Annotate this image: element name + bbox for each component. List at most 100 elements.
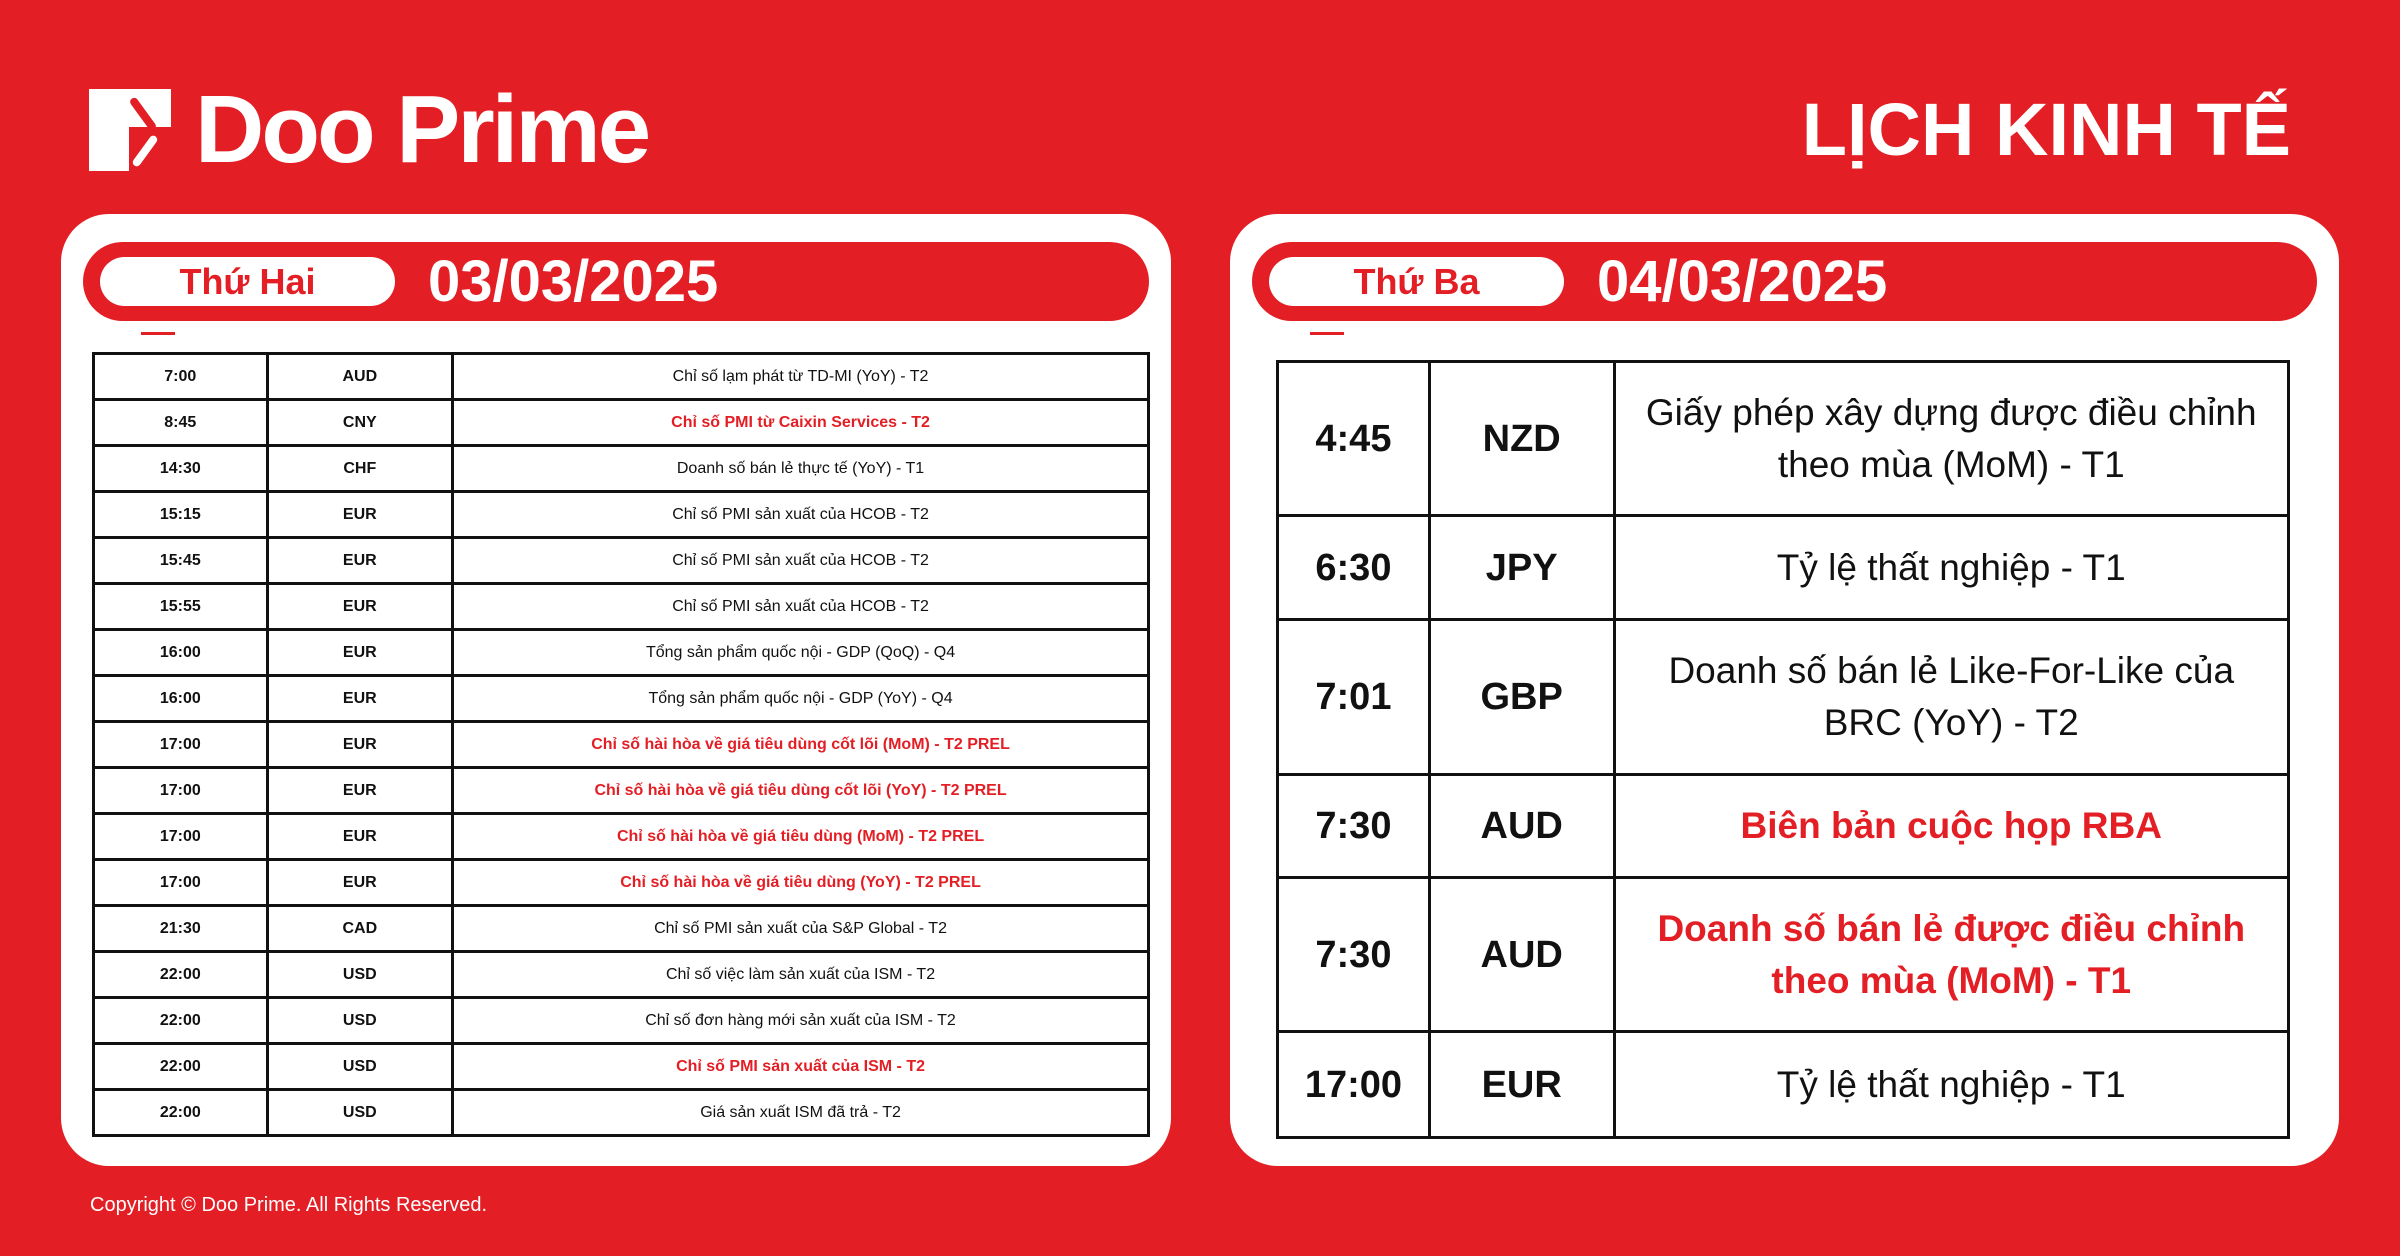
event-name: Chỉ số PMI từ Caixin Services - T2 — [451, 398, 1150, 447]
event-name: Doanh số bán lẻ Like-For-Like của BRC (Y… — [1612, 618, 2290, 776]
copyright: Copyright © Doo Prime. All Rights Reserv… — [90, 1194, 488, 1216]
event-name: Tỷ lệ thất nghiệp - T1 — [1612, 514, 2290, 621]
event-currency: EUR — [1427, 1030, 1616, 1139]
table-row: 22:00 USD Chỉ số việc làm sản xuất của ISM… — [92, 950, 1150, 999]
event-currency: USD — [265, 1042, 455, 1091]
table-row: 16:00 EUR Tổng sản phẩm quốc nội - GDP (Qo… — [92, 628, 1150, 677]
event-time: 16:00 — [92, 674, 269, 723]
event-currency: EUR — [265, 858, 455, 907]
event-currency: CHF — [265, 444, 455, 493]
date-label: 04/03/2025 — [1597, 249, 1888, 314]
day-label: Thứ Ba — [1269, 257, 1564, 306]
table-row: 14:30 CHF Doanh số bán lẻ thực tế (YoY) - … — [92, 444, 1150, 493]
doo-prime-logo-icon — [89, 89, 171, 171]
event-time: 7:30 — [1276, 876, 1431, 1033]
brand-logo: Doo Prime — [89, 76, 651, 183]
table-row: 22:00 USD Chỉ số PMI sản xuất của ISM - T2 — [92, 1042, 1150, 1091]
divider — [141, 332, 175, 335]
event-currency: EUR — [265, 720, 455, 769]
tuesday-card: Thứ Ba 04/03/2025 4:45 NZD Giấy phép xây d… — [1230, 214, 2339, 1166]
event-time: 7:01 — [1276, 618, 1431, 776]
day-header: Thứ Ba 04/03/2025 — [1252, 242, 2317, 321]
event-currency: EUR — [265, 766, 455, 815]
event-time: 8:45 — [92, 398, 269, 447]
event-time: 22:00 — [92, 950, 269, 999]
event-time: 22:00 — [92, 996, 269, 1045]
event-currency: EUR — [265, 490, 455, 539]
day-label: Thứ Hai — [100, 257, 395, 306]
monday-card: Thứ Hai 03/03/2025 7:00 AUD Chỉ số lạm phá… — [61, 214, 1171, 1166]
events-table: 4:45 NZD Giấy phép xây dựng được điều chỉn… — [1276, 360, 2290, 1139]
event-name: Chỉ số PMI sản xuất của HCOB - T2 — [451, 490, 1150, 539]
event-time: 15:45 — [92, 536, 269, 585]
event-currency: EUR — [265, 536, 455, 585]
event-currency: USD — [265, 996, 455, 1045]
event-time: 7:00 — [92, 352, 269, 401]
event-name: Chỉ số hài hòa về giá tiêu dùng (MoM) - … — [451, 812, 1150, 861]
table-row: 6:30 JPY Tỷ lệ thất nghiệp - T1 — [1276, 514, 2290, 621]
event-name: Chỉ số hài hòa về giá tiêu dùng (YoY) - … — [451, 858, 1150, 907]
event-name: Chỉ số PMI sản xuất của HCOB - T2 — [451, 536, 1150, 585]
event-time: 22:00 — [92, 1088, 269, 1137]
table-row: 21:30 CAD Chỉ số PMI sản xuất của S&P Glob… — [92, 904, 1150, 953]
event-name: Chỉ số việc làm sản xuất của ISM - T2 — [451, 950, 1150, 999]
events-table: 7:00 AUD Chỉ số lạm phát từ TD-MI (YoY) - … — [92, 352, 1150, 1137]
event-name: Chỉ số PMI sản xuất của ISM - T2 — [451, 1042, 1150, 1091]
event-currency: CAD — [265, 904, 455, 953]
event-currency: GBP — [1427, 618, 1616, 776]
table-row: 17:00 EUR Chỉ số hài hòa về giá tiêu dùng … — [92, 720, 1150, 769]
event-time: 16:00 — [92, 628, 269, 677]
table-row: 16:00 EUR Tổng sản phẩm quốc nội - GDP (Yo… — [92, 674, 1150, 723]
brand-name: Doo Prime — [195, 76, 651, 183]
event-time: 17:00 — [1276, 1030, 1431, 1139]
table-row: 17:00 EUR Chỉ số hài hòa về giá tiêu dùng … — [92, 812, 1150, 861]
event-time: 4:45 — [1276, 360, 1431, 517]
event-name: Giấy phép xây dựng được điều chỉnh theo … — [1612, 360, 2290, 517]
event-time: 6:30 — [1276, 514, 1431, 621]
event-currency: EUR — [265, 674, 455, 723]
event-currency: CNY — [265, 398, 455, 447]
event-name: Doanh số bán lẻ thực tế (YoY) - T1 — [451, 444, 1150, 493]
event-currency: USD — [265, 950, 455, 999]
table-row: 17:00 EUR Chỉ số hài hòa về giá tiêu dùng … — [92, 858, 1150, 907]
table-row: 22:00 USD Giá sản xuất ISM đã trả - T2 — [92, 1088, 1150, 1137]
table-row: 4:45 NZD Giấy phép xây dựng được điều chỉn… — [1276, 360, 2290, 517]
event-currency: AUD — [1427, 773, 1616, 879]
date-label: 03/03/2025 — [428, 249, 719, 314]
event-time: 17:00 — [92, 812, 269, 861]
event-time: 17:00 — [92, 766, 269, 815]
event-time: 15:55 — [92, 582, 269, 631]
event-time: 21:30 — [92, 904, 269, 953]
event-time: 17:00 — [92, 858, 269, 907]
table-row: 7:30 AUD Biên bản cuộc họp RBA — [1276, 773, 2290, 879]
event-name: Tỷ lệ thất nghiệp - T1 — [1612, 1030, 2290, 1139]
event-name: Doanh số bán lẻ được điều chỉnh theo mùa… — [1612, 876, 2290, 1033]
event-currency: JPY — [1427, 514, 1616, 621]
event-name: Tổng sản phẩm quốc nội - GDP (QoQ) - Q4 — [451, 628, 1150, 677]
event-name: Chỉ số lạm phát từ TD-MI (YoY) - T2 — [451, 352, 1150, 401]
table-row: 7:30 AUD Doanh số bán lẻ được điều chỉnh t… — [1276, 876, 2290, 1033]
table-row: 15:55 EUR Chỉ số PMI sản xuất của HCOB - T… — [92, 582, 1150, 631]
table-row: 7:00 AUD Chỉ số lạm phát từ TD-MI (YoY) - … — [92, 352, 1150, 401]
table-row: 7:01 GBP Doanh số bán lẻ Like-For-Like của… — [1276, 618, 2290, 776]
day-header: Thứ Hai 03/03/2025 — [83, 242, 1149, 321]
table-row: 15:15 EUR Chỉ số PMI sản xuất của HCOB - T… — [92, 490, 1150, 539]
event-currency: EUR — [265, 582, 455, 631]
event-currency: EUR — [265, 812, 455, 861]
table-row: 22:00 USD Chỉ số đơn hàng mới sản xuất của… — [92, 996, 1150, 1045]
event-name: Chỉ số hài hòa về giá tiêu dùng cốt lõi … — [451, 720, 1150, 769]
table-row: 8:45 CNY Chỉ số PMI từ Caixin Services - T… — [92, 398, 1150, 447]
table-row: 17:00 EUR Tỷ lệ thất nghiệp - T1 — [1276, 1030, 2290, 1139]
event-name: Chỉ số đơn hàng mới sản xuất của ISM - T… — [451, 996, 1150, 1045]
event-name: Chỉ số PMI sản xuất của S&P Global - T2 — [451, 904, 1150, 953]
table-row: 17:00 EUR Chỉ số hài hòa về giá tiêu dùng … — [92, 766, 1150, 815]
page-title: LỊCH KINH TẾ — [1801, 88, 2291, 171]
event-name: Tổng sản phẩm quốc nội - GDP (YoY) - Q4 — [451, 674, 1150, 723]
event-time: 14:30 — [92, 444, 269, 493]
event-time: 7:30 — [1276, 773, 1431, 879]
event-currency: NZD — [1427, 360, 1616, 517]
event-name: Chỉ số PMI sản xuất của HCOB - T2 — [451, 582, 1150, 631]
event-currency: AUD — [1427, 876, 1616, 1033]
event-time: 22:00 — [92, 1042, 269, 1091]
table-row: 15:45 EUR Chỉ số PMI sản xuất của HCOB - T… — [92, 536, 1150, 585]
